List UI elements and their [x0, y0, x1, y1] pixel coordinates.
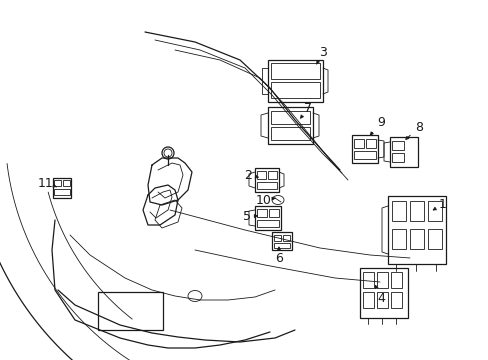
Text: 6: 6	[274, 247, 283, 265]
Bar	[359, 268, 407, 318]
Text: 8: 8	[405, 121, 422, 139]
Bar	[390, 272, 401, 288]
Bar	[63, 180, 70, 186]
Bar	[353, 139, 363, 148]
Bar	[376, 292, 387, 308]
Bar	[409, 201, 423, 221]
Bar	[283, 235, 289, 241]
Text: 3: 3	[316, 45, 326, 64]
Bar	[54, 189, 70, 195]
Bar	[390, 292, 401, 308]
Text: 10: 10	[256, 194, 275, 207]
Bar	[273, 235, 281, 241]
Bar	[409, 229, 423, 249]
Bar	[270, 111, 309, 124]
Bar	[387, 196, 445, 264]
Bar	[391, 201, 405, 221]
Bar	[362, 272, 373, 288]
Bar	[365, 139, 375, 148]
Bar	[391, 153, 403, 162]
Bar	[391, 229, 405, 249]
Text: 1: 1	[432, 198, 446, 211]
Bar	[389, 137, 417, 167]
Bar	[362, 292, 373, 308]
Bar	[270, 63, 319, 79]
Bar	[427, 229, 441, 249]
Bar	[257, 182, 276, 189]
Bar	[351, 135, 377, 163]
Text: 5: 5	[243, 210, 257, 222]
Text: 9: 9	[370, 116, 384, 135]
Text: 4: 4	[375, 285, 384, 305]
Bar	[254, 168, 279, 192]
Bar	[270, 82, 319, 98]
Bar	[267, 171, 276, 179]
Bar	[376, 272, 387, 288]
Bar	[257, 171, 265, 179]
Bar	[271, 232, 291, 250]
Bar	[273, 243, 289, 248]
Bar	[98, 292, 163, 330]
Text: 11: 11	[38, 176, 57, 189]
Bar	[267, 60, 323, 102]
Bar	[257, 209, 266, 217]
Bar	[267, 107, 312, 144]
Bar	[270, 127, 309, 140]
Bar	[257, 220, 279, 227]
Text: 7: 7	[300, 102, 311, 118]
Bar	[254, 206, 281, 230]
Bar	[391, 141, 403, 150]
Bar	[353, 151, 375, 159]
Bar	[268, 209, 279, 217]
Text: 2: 2	[244, 168, 258, 181]
Bar	[53, 178, 71, 198]
Bar	[427, 201, 441, 221]
Bar	[54, 180, 61, 186]
